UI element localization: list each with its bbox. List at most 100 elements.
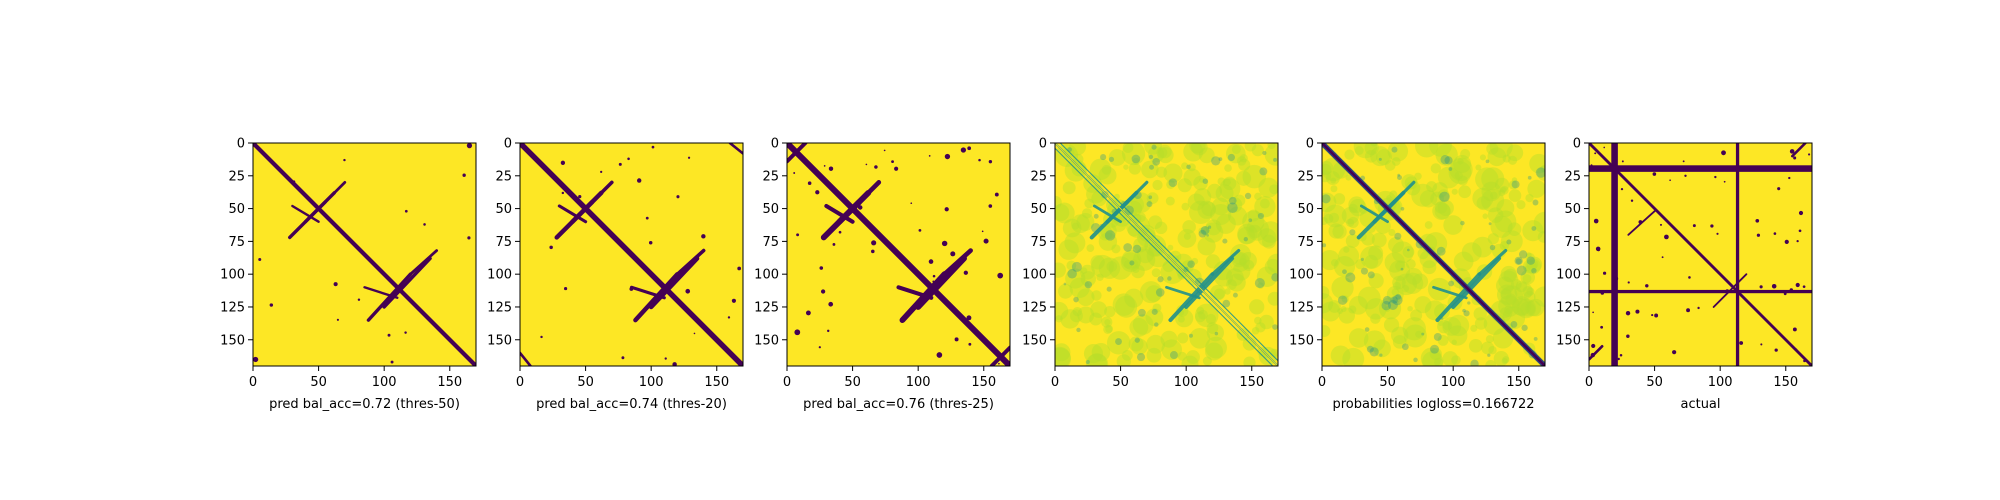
heatmap-cell (1774, 348, 1778, 352)
heatmap-cell (1259, 198, 1270, 209)
heatmap-cell (1073, 296, 1079, 303)
heatmap-cell (1132, 244, 1142, 254)
heatmap-cell (1226, 268, 1244, 287)
heatmap-cell (1500, 265, 1517, 282)
heatmap-band (1735, 143, 1740, 366)
heatmap-cell (1389, 190, 1398, 199)
heatmap-cell (1613, 244, 1615, 246)
heatmap-cell (1376, 149, 1392, 166)
heatmap-cell (1146, 334, 1166, 354)
heatmap-cell (1472, 187, 1494, 209)
heatmap-cell (1124, 205, 1134, 216)
heatmap-cell (1371, 232, 1387, 248)
heatmap-cell (865, 163, 868, 166)
heatmap-cell (1189, 200, 1213, 225)
heatmap-cell (1401, 343, 1409, 351)
heatmap-cell (1407, 248, 1410, 252)
heatmap-cell (1401, 284, 1410, 293)
heatmap-band (1589, 289, 1812, 294)
heatmap-cell (1510, 321, 1518, 328)
heatmap-cell (1086, 244, 1095, 252)
heatmap-cell (1182, 220, 1196, 234)
heatmap-cell (1500, 187, 1507, 194)
heatmap-cell (1065, 268, 1086, 289)
heatmap-cell (1323, 213, 1334, 224)
heatmap-cell (1205, 336, 1227, 359)
heatmap-cell (1322, 325, 1331, 337)
heatmap-cell (1525, 193, 1534, 203)
heatmap-cell (1055, 262, 1066, 278)
heatmap-cell (1725, 289, 1729, 293)
heatmap-cell (1442, 321, 1453, 331)
heatmap-cell (1091, 254, 1114, 278)
heatmap-cell (1231, 252, 1247, 268)
heatmap-cell (1183, 143, 1204, 162)
y-tick-label: 0 (237, 137, 245, 152)
heatmap-cell (1259, 314, 1274, 330)
heatmap-cell (1481, 189, 1505, 213)
heatmap-cell (1440, 155, 1450, 165)
heatmap-cell (815, 190, 820, 195)
heatmap-cell (1502, 154, 1511, 163)
heatmap-cell (1124, 288, 1144, 308)
heatmap-cell (1487, 147, 1507, 167)
heatmap-cell (1152, 158, 1160, 166)
heatmap-cell (1434, 203, 1451, 220)
heatmap-cell (1217, 177, 1226, 186)
heatmap-cell (1533, 286, 1545, 307)
heatmap-cell (357, 298, 361, 301)
heatmap-cell (1104, 230, 1116, 241)
heatmap-cell (828, 166, 834, 171)
heatmap-cell (1590, 164, 1593, 167)
heatmap-cell (793, 172, 796, 174)
axes-frame (519, 142, 744, 367)
heatmap-cell (1365, 298, 1387, 320)
heatmap-cell (1524, 265, 1531, 272)
heatmap-cell (1432, 201, 1451, 220)
x-tick-label: 100 (639, 375, 664, 390)
heatmap-cell (1169, 351, 1178, 360)
y-tick-label: 50 (1564, 202, 1581, 217)
heatmap-cell (404, 209, 408, 213)
heatmap-cell (1198, 309, 1208, 320)
heatmap-cell (1226, 197, 1243, 213)
heatmap-band (1322, 143, 1545, 366)
heatmap-cell (1390, 296, 1398, 304)
y-tick-label: 25 (1030, 169, 1047, 184)
heatmap-cell (1494, 177, 1510, 193)
heatmap-cell (1437, 199, 1454, 217)
heatmap-cell (1366, 345, 1374, 353)
heatmap-cell (1091, 290, 1102, 301)
heatmap-cell (1091, 190, 1107, 207)
heatmap-cell (1187, 193, 1205, 211)
heatmap-cell (827, 329, 830, 333)
heatmap-cell (1166, 179, 1176, 189)
y-tick-label: 75 (228, 235, 245, 250)
heatmap-cell (253, 356, 259, 363)
heatmap-cell (1064, 232, 1086, 254)
heatmap-cell (871, 240, 877, 246)
heatmap-cell (1063, 282, 1067, 286)
heatmap-cell (820, 289, 826, 294)
heatmap-cell (1506, 144, 1524, 162)
heatmap-cell (894, 166, 899, 171)
heatmap-cell (1773, 232, 1777, 235)
heatmap-cell (1526, 298, 1545, 317)
heatmap-cell (1325, 171, 1340, 186)
heatmap-cell (1207, 225, 1212, 229)
heatmap-cell (1382, 295, 1392, 305)
heatmap-cell (1198, 229, 1207, 238)
heatmap-cell (1244, 143, 1257, 152)
heatmap-cell (1200, 226, 1210, 236)
heatmap-cells (1322, 143, 1545, 366)
x-tick-label: 0 (1051, 375, 1059, 390)
heatmap-band (1055, 143, 1278, 366)
heatmap-cell (1322, 170, 1332, 183)
heatmap-cell (1460, 220, 1465, 226)
x-axis-label: pred bal_acc=0.74 (thres-20) (536, 397, 727, 412)
heatmap-cell (1101, 164, 1112, 175)
heatmap-cell (1435, 143, 1458, 166)
heatmap-cell (1364, 254, 1379, 269)
heatmap-cell (1417, 247, 1429, 260)
heatmap-cell (1146, 347, 1162, 363)
